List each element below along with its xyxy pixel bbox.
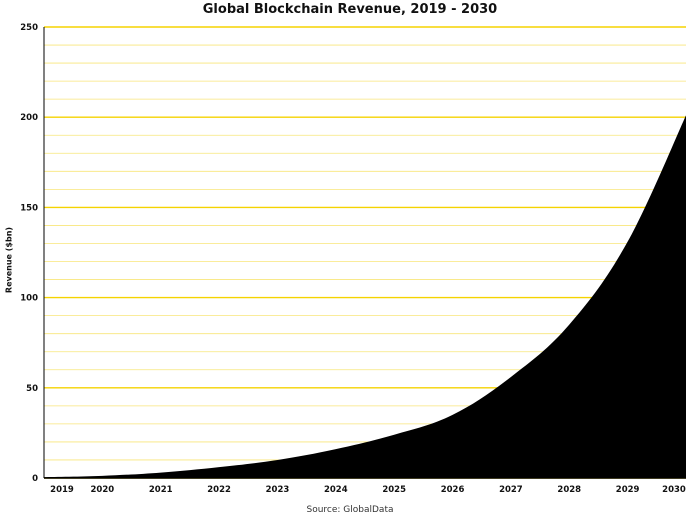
chart-title: Global Blockchain Revenue, 2019 - 2030: [202, 2, 498, 17]
x-tick-label: 2024: [324, 485, 348, 495]
y-tick-label: 0: [32, 474, 38, 484]
x-tick-label: 2020: [91, 485, 115, 495]
area-fill: [44, 115, 686, 479]
y-tick-label: 200: [20, 113, 38, 123]
y-tick-label: 50: [26, 384, 38, 394]
x-tick-label: 2028: [557, 485, 581, 495]
gridlines: [44, 26, 686, 479]
x-tick-label: 2019: [50, 485, 74, 495]
x-tick-label: 2030: [662, 485, 686, 495]
y-tick-label: 100: [20, 294, 38, 304]
axes: [43, 27, 686, 479]
x-tick-label: 2025: [382, 485, 406, 495]
y-tick-labels: 0 50 100 150 200 250: [20, 23, 38, 484]
area-series: [44, 115, 686, 479]
x-tick-label: 2023: [266, 485, 290, 495]
x-tick-labels: 2019 2020 2021 2022 2023 2024 2025 2026 2027 2028…: [50, 485, 686, 495]
x-tick-label: 2021: [149, 485, 173, 495]
y-tick-label: 150: [20, 203, 38, 213]
y-tick-label: 250: [20, 23, 38, 33]
x-tick-label: 2022: [207, 485, 231, 495]
source-note: Source: GlobalData: [306, 505, 394, 515]
x-tick-label: 2026: [441, 485, 465, 495]
x-tick-label: 2029: [616, 485, 640, 495]
x-tick-label: 2027: [499, 485, 523, 495]
